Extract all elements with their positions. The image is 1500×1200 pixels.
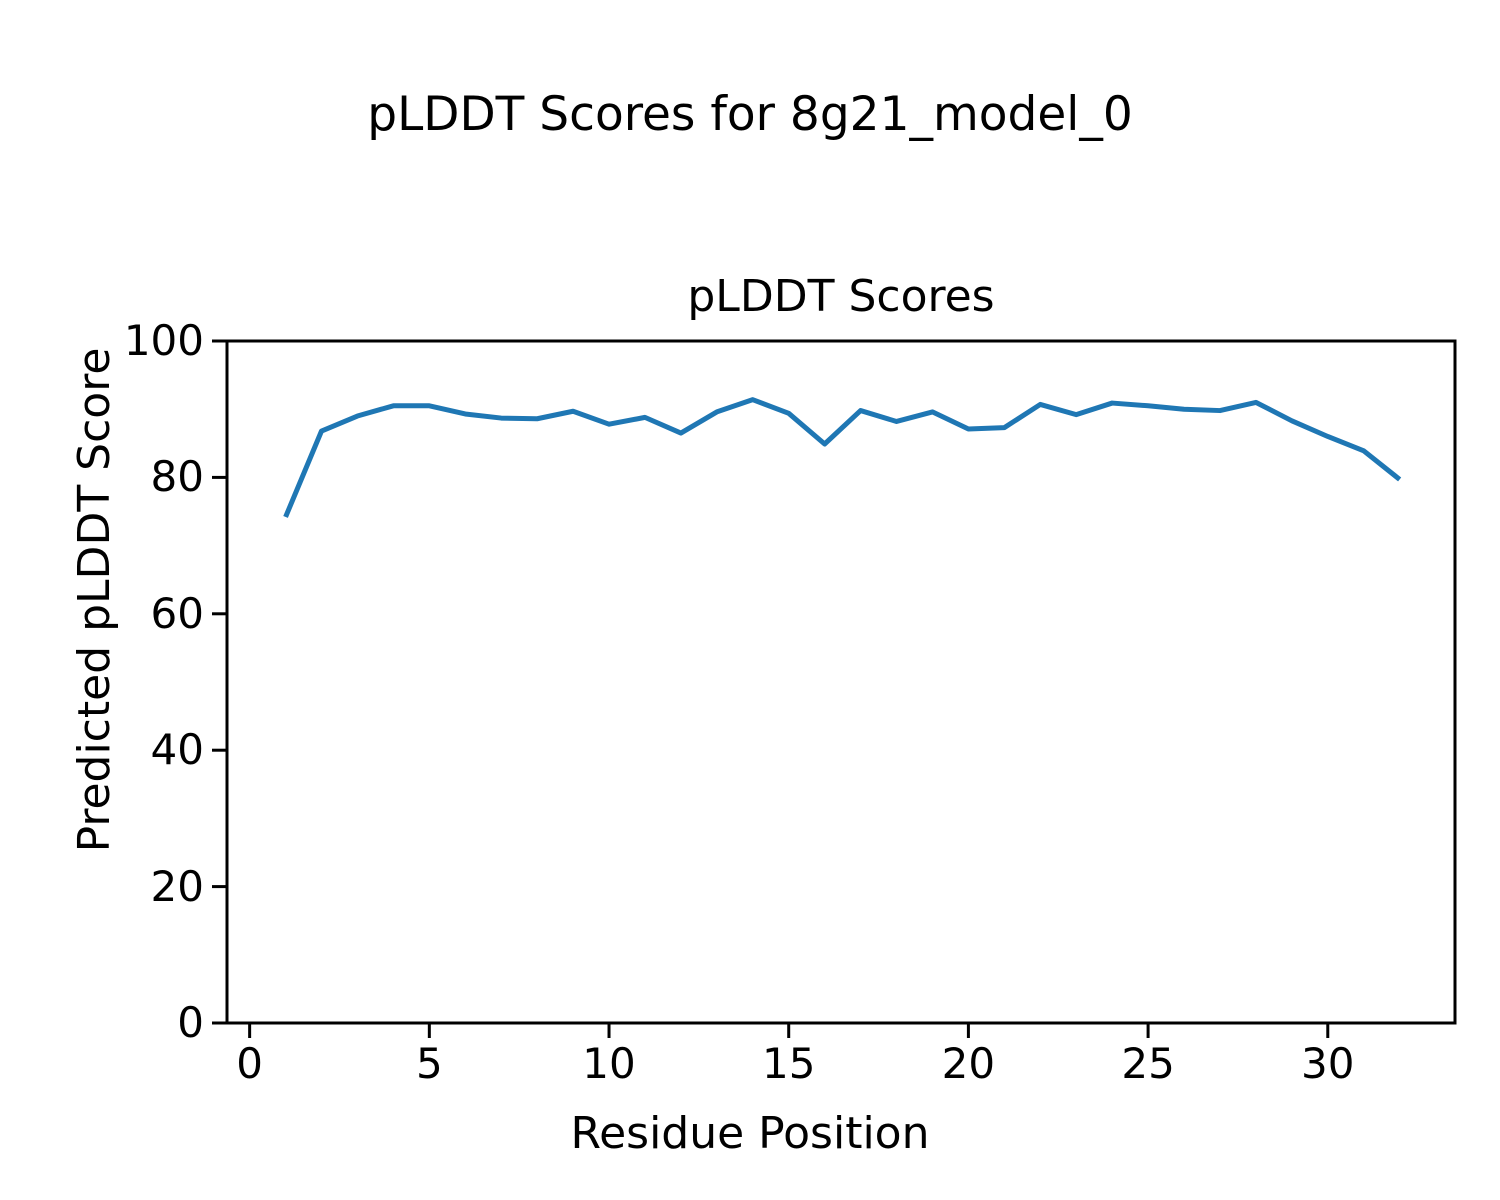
x-tick-label: 10 — [582, 1039, 636, 1088]
axes-title: pLDDT Scores — [687, 271, 995, 322]
figure-suptitle: pLDDT Scores for 8g21_model_0 — [367, 87, 1133, 142]
axes-spines — [225, 339, 1457, 1025]
y-tick-label: 80 — [150, 452, 204, 502]
x-tick-label: 20 — [941, 1039, 996, 1088]
x-tick-label: 15 — [761, 1039, 816, 1088]
y-tick-label: 20 — [150, 861, 204, 911]
x-tick-label: 5 — [415, 1039, 443, 1088]
y-tick-label: 0 — [177, 998, 204, 1047]
x-axis-label: Residue Position — [570, 1108, 930, 1159]
x-tick-label: 30 — [1301, 1039, 1355, 1088]
y-tick-label: 40 — [150, 725, 204, 775]
y-tick-label: 60 — [150, 588, 204, 638]
plddt-score-line — [283, 397, 1402, 518]
x-tick-label: 0 — [236, 1039, 263, 1088]
y-tick-label: 100 — [123, 316, 204, 365]
x-tick-label: 25 — [1121, 1039, 1175, 1088]
